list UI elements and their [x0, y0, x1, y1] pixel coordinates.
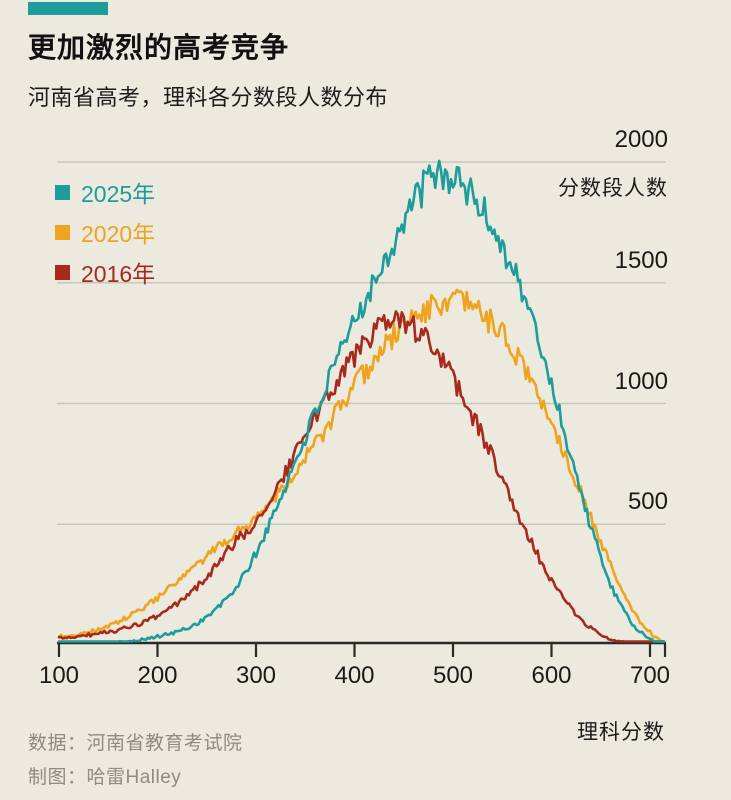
chart-legend: 2025年 2020年 2016年 [55, 172, 155, 292]
y-tick-label-1000: 1000 [614, 367, 668, 395]
legend-swatch-2016 [55, 264, 70, 280]
legend-swatch-2020 [55, 224, 70, 240]
x-axis-title: 理科分数 [577, 721, 665, 744]
legend-item-2025: 2025年 [55, 172, 155, 212]
x-tick-label-600: 600 [531, 662, 572, 689]
y-axis-title: 分数段人数 [558, 177, 668, 200]
y-tick-label-2000: 2000 [614, 126, 668, 153]
series-line-2016年 [57, 310, 666, 643]
data-source: 数据：河南省教育考试院 [28, 733, 243, 754]
chart-subtitle: 河南省高考，理科各分数段人数分布 [28, 85, 389, 110]
series-line-2025年 [57, 159, 666, 643]
legend-swatch-2025 [55, 184, 70, 200]
x-tick-label-500: 500 [432, 662, 474, 689]
series-line-2020年 [57, 288, 666, 643]
x-tick-label-700: 700 [629, 662, 671, 689]
x-tick-label-200: 200 [137, 662, 178, 689]
y-tick-label-500: 500 [627, 488, 668, 516]
legend-label-2025: 2025年 [81, 181, 156, 207]
legend-label-2020: 2020年 [81, 221, 156, 247]
legend-item-2020: 2020年 [55, 212, 155, 252]
legend-label-2016: 2016年 [81, 261, 156, 287]
x-tick-label-100: 100 [38, 662, 80, 689]
x-tick-label-400: 400 [334, 662, 375, 689]
y-tick-label-1500: 1500 [614, 246, 668, 274]
x-tick-label-300: 300 [235, 662, 277, 689]
chart-credit: 制图：哈雷Halley [28, 767, 182, 788]
chart-title: 更加激烈的高考竞争 [28, 32, 290, 63]
legend-item-2016: 2016年 [55, 252, 155, 292]
accent-tag [28, 2, 108, 15]
